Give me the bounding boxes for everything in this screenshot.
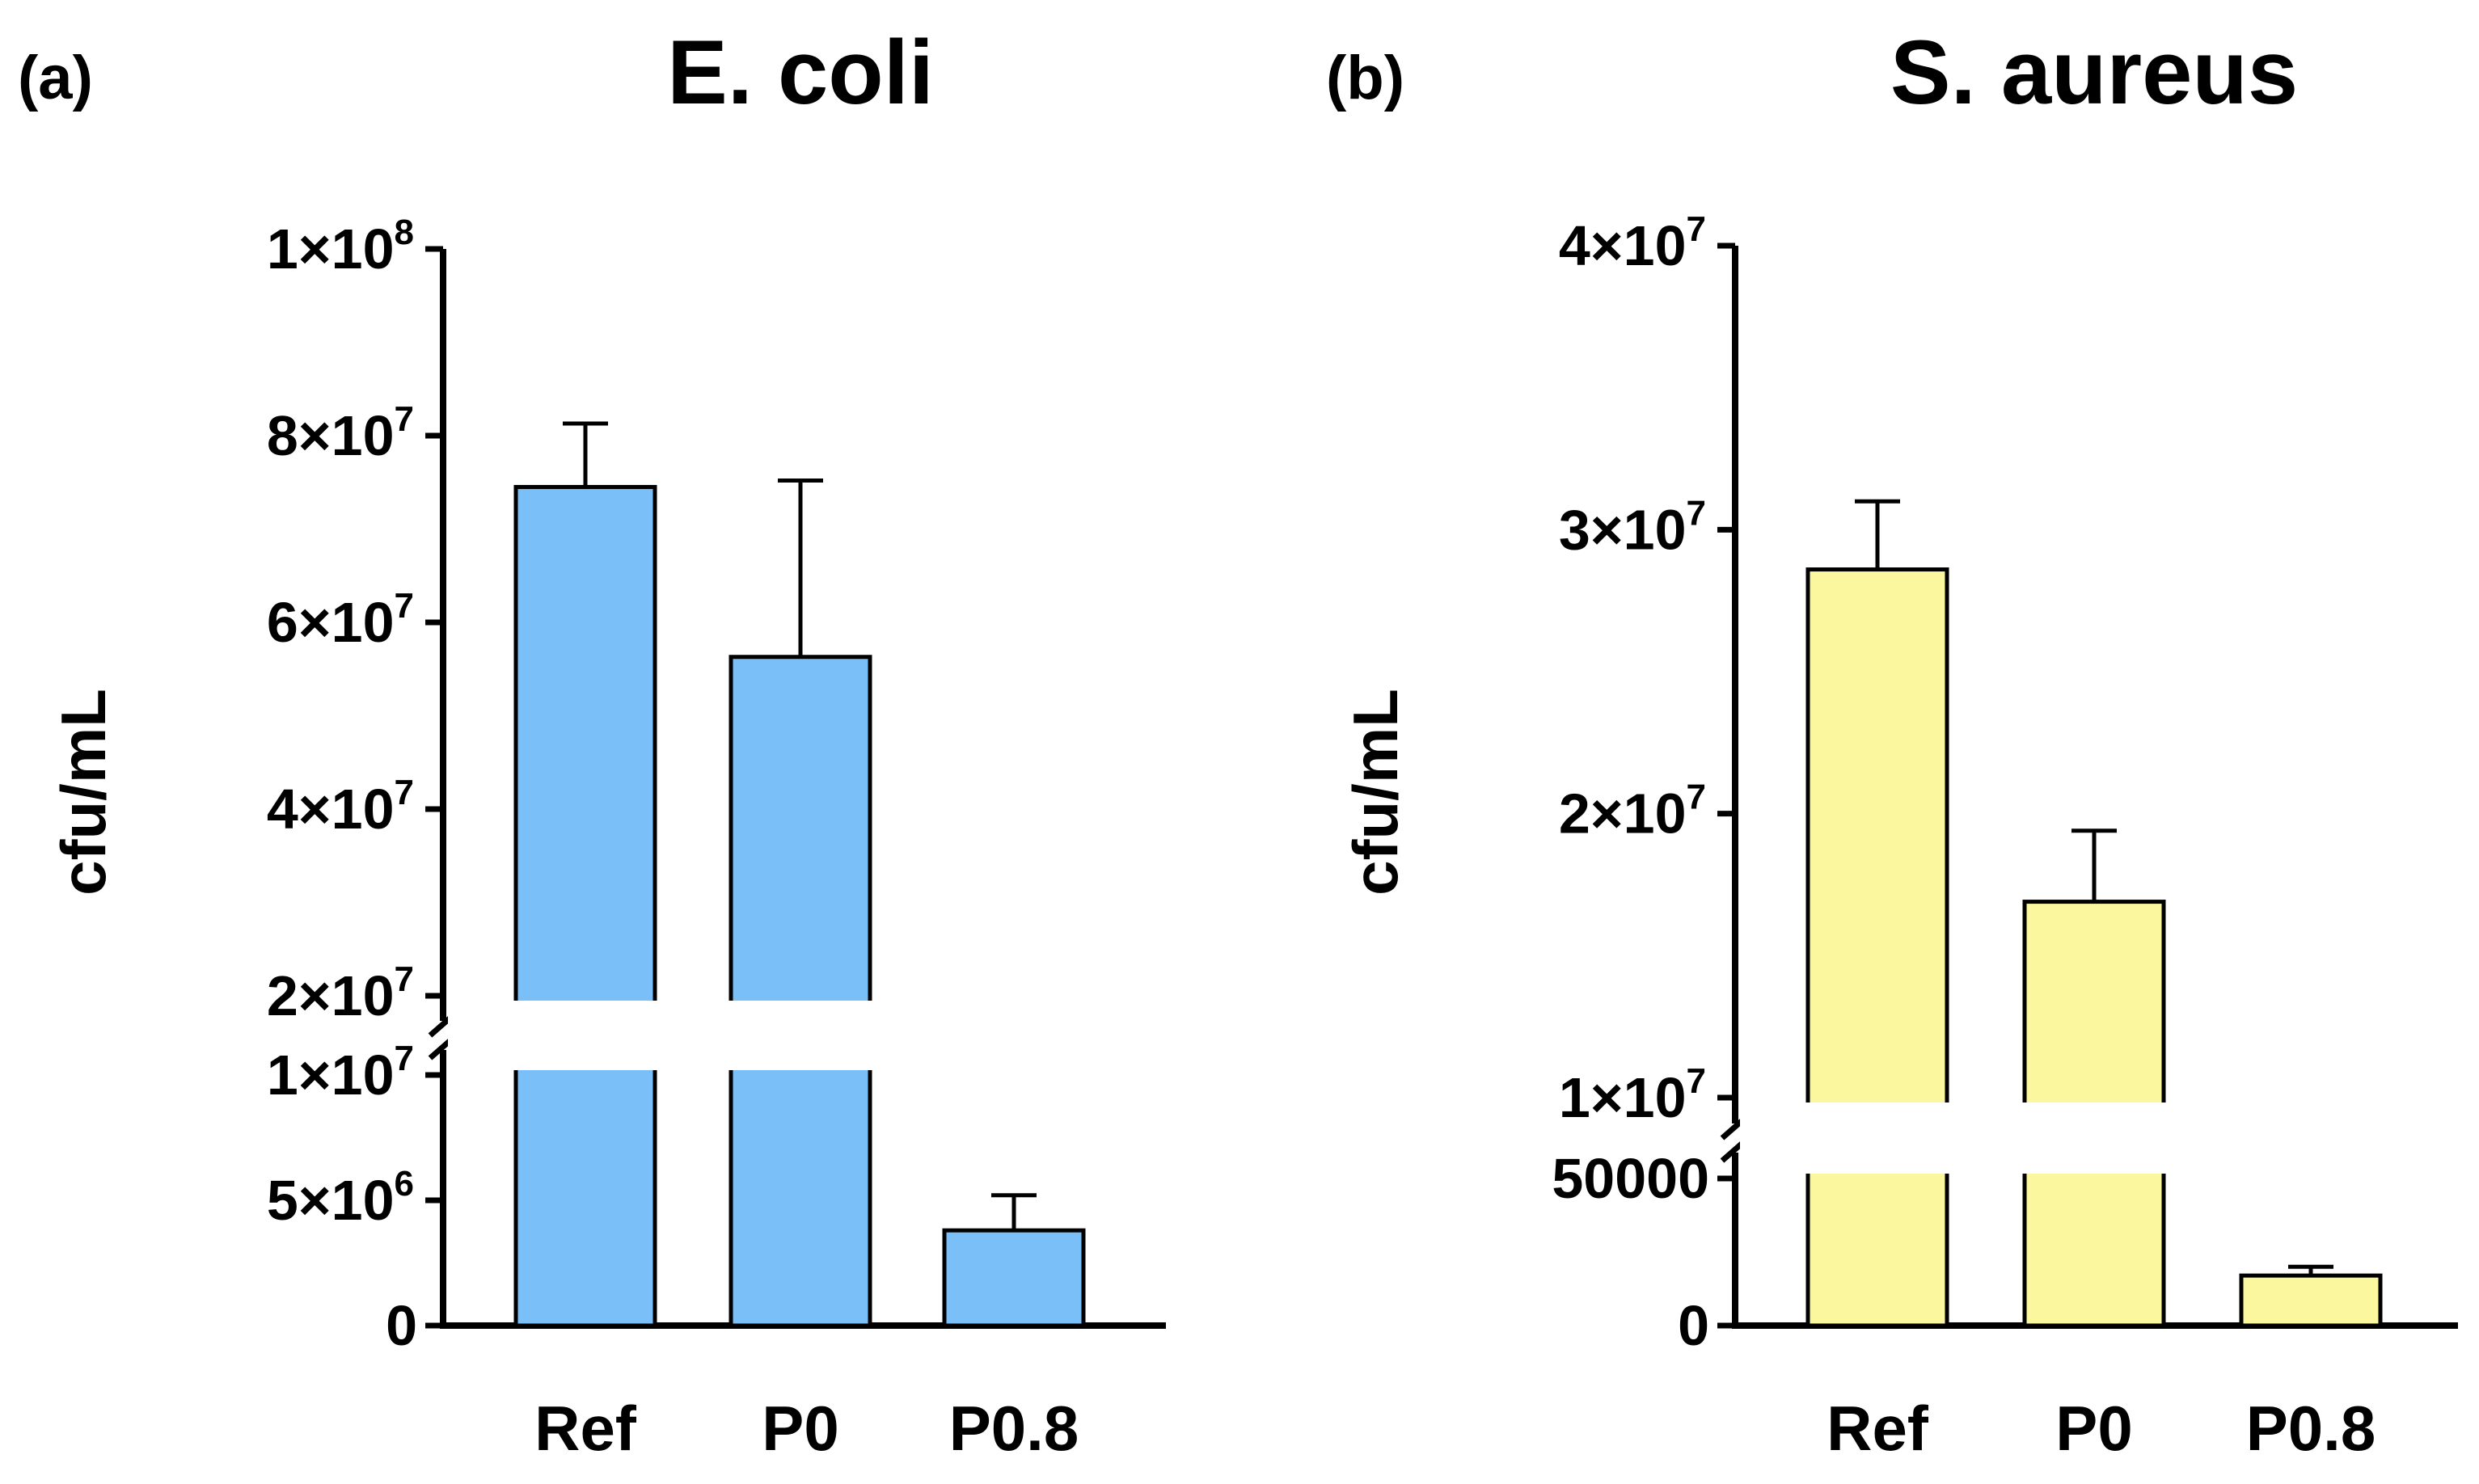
axis-break-band [448, 1001, 1166, 1070]
y-tick-label-base: 2×10 [267, 964, 395, 1027]
chart-title: S. aureus [1890, 22, 2298, 123]
y-axis-title: cfu/mL [1340, 689, 1411, 896]
y-tick-label: 0 [386, 1294, 417, 1357]
bar-p0 [728, 655, 872, 1328]
y-tick-label: 3×107 [1559, 493, 1706, 561]
axis-break-band [1740, 1102, 2458, 1174]
y-tick-label-base: 50000 [1552, 1147, 1709, 1210]
bar-ref [1805, 567, 1949, 1328]
x-tick-labels: Ref P0 P0.8 [534, 1393, 1079, 1464]
y-axis-title-group: cfu/mL [1340, 689, 1411, 896]
x-tick-labels: Ref P0 P0.8 [1827, 1393, 2376, 1464]
y-tick-label-base: 1×10 [267, 1043, 395, 1107]
x-tick-label-p0: P0 [762, 1393, 838, 1464]
y-tick-label: 4×107 [1559, 209, 1706, 277]
bars [1805, 567, 2383, 1328]
y-tick-label-base: 1×10 [1559, 1066, 1687, 1129]
error-bars [563, 421, 1037, 1231]
y-tick-label-exponent: 7 [395, 959, 414, 999]
axis-break-gap [448, 1001, 1166, 1070]
y-tick-label: 4×107 [267, 773, 414, 841]
x-tick-label-ref: Ref [1827, 1393, 1929, 1464]
y-tick-label-base: 4×10 [1559, 214, 1687, 277]
y-axis-title: cfu/mL [48, 689, 119, 896]
x-tick-label-p0-8: P0.8 [2246, 1393, 2376, 1464]
y-tick-label-base: 4×10 [267, 778, 395, 841]
y-tick-label: 50000 [1552, 1147, 1709, 1210]
y-tick-label-exponent: 7 [1687, 778, 1706, 817]
bar-ref [513, 485, 657, 1328]
panel-label: (b) [1326, 44, 1404, 112]
y-tick-label-exponent: 7 [395, 773, 414, 812]
chart-title: E. coli [667, 22, 934, 123]
axis-break-gap [1740, 1102, 2458, 1174]
y-tick-label-exponent: 7 [1687, 493, 1706, 533]
y-tick-label-exponent: 7 [395, 586, 414, 626]
x-tick-label-p0: P0 [2055, 1393, 2132, 1464]
y-tick-label-exponent: 7 [395, 1039, 414, 1078]
y-tick-label-base: 8×10 [267, 404, 395, 467]
y-tick-label-exponent: 8 [395, 213, 414, 252]
y-tick-label-base: 5×10 [267, 1169, 395, 1232]
y-tick-label: 2×107 [267, 959, 414, 1027]
y-tick-label: 0 [1678, 1294, 1709, 1357]
y-tick-label-exponent: 7 [1687, 1061, 1706, 1101]
y-tick-label: 2×107 [1559, 778, 1706, 845]
y-tick-label-exponent: 7 [1687, 209, 1706, 249]
y-tick-label: 1×108 [267, 213, 414, 280]
y-tick-label: 8×107 [267, 399, 414, 467]
y-tick-label: 6×107 [267, 586, 414, 654]
y-tick-label-base: 1×10 [267, 217, 395, 280]
y-tick-label-base: 0 [386, 1294, 417, 1357]
error-bars [1855, 499, 2333, 1276]
y-axis-title-group: cfu/mL [48, 689, 119, 896]
chart-panel-b: (b) S. aureus cfu/mL 0500001×1072×1073×1… [1326, 22, 2458, 1464]
y-tick-label-base: 0 [1678, 1294, 1709, 1357]
y-tick-label-base: 3×10 [1559, 498, 1687, 561]
chart-panel-a: (a) E. coli cfu/mL 05×1061×1072×1074×107… [18, 22, 1166, 1464]
y-tick-label-base: 2×10 [1559, 782, 1687, 845]
y-tick-label-base: 6×10 [267, 591, 395, 654]
y-tick-label-exponent: 7 [395, 399, 414, 439]
x-tick-label-ref: Ref [534, 1393, 637, 1464]
y-tick-label: 1×107 [267, 1039, 414, 1107]
bar-p0-8 [942, 1228, 1086, 1328]
bar-p0-8 [2239, 1273, 2383, 1328]
panel-label: (a) [18, 44, 93, 112]
bars [513, 485, 1086, 1328]
y-tick-label-exponent: 6 [395, 1164, 414, 1204]
y-tick-label: 5×106 [267, 1164, 414, 1232]
y-tick-label: 1×107 [1559, 1061, 1706, 1129]
x-tick-label-p0-8: P0.8 [949, 1393, 1079, 1464]
